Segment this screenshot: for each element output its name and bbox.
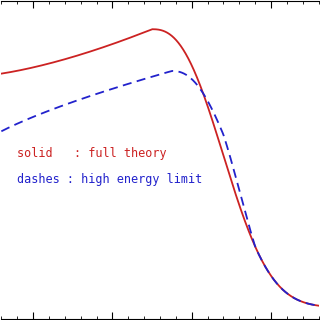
Text: solid   : full theory: solid : full theory bbox=[17, 147, 167, 160]
Text: dashes : high energy limit: dashes : high energy limit bbox=[17, 172, 203, 186]
